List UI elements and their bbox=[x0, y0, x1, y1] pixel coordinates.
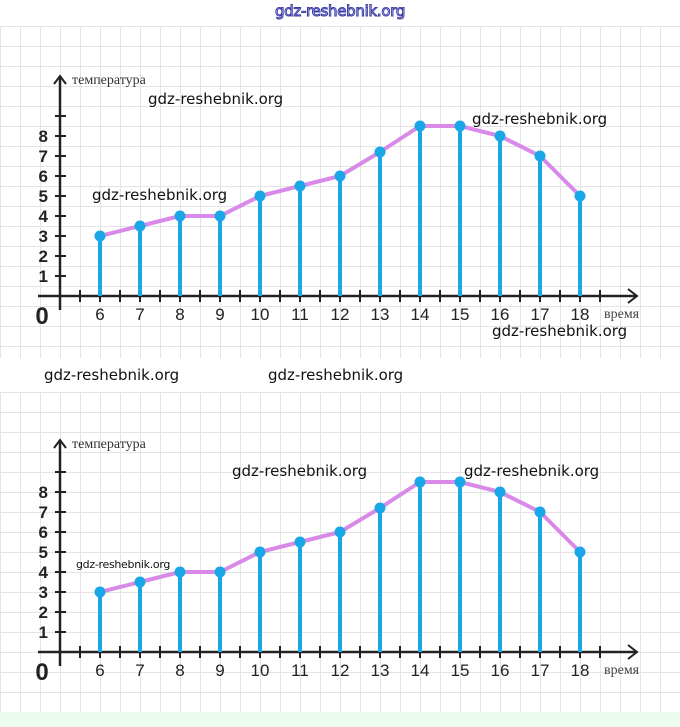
x-tick-label: 12 bbox=[331, 661, 350, 680]
data-point bbox=[374, 502, 386, 514]
data-point bbox=[334, 170, 346, 182]
x-tick-label: 18 bbox=[571, 661, 590, 680]
data-point bbox=[214, 566, 226, 578]
watermark: gdz-reshebnik.org bbox=[492, 322, 628, 340]
x-tick-label: 6 bbox=[95, 305, 104, 324]
data-point bbox=[94, 230, 106, 242]
y-tick-label: 7 bbox=[39, 147, 48, 166]
data-point bbox=[294, 180, 306, 192]
watermark: gdz-reshebnik.org bbox=[232, 462, 368, 480]
x-tick-label: 13 bbox=[371, 305, 390, 324]
y-tick-label: 4 bbox=[39, 563, 49, 582]
x-tick-label: 7 bbox=[135, 661, 144, 680]
y-tick-label: 8 bbox=[39, 127, 48, 146]
data-point bbox=[534, 506, 546, 518]
y-axis-arrow bbox=[53, 438, 67, 449]
x-tick-label: 17 bbox=[531, 661, 550, 680]
y-tick-label: 1 bbox=[39, 267, 48, 286]
data-point bbox=[174, 566, 186, 578]
chart-panel-1: 1 2 3 4 5 6 7 8 6 7 8 9 10 11 12 13 14 15 16 17 18 0 температу… bbox=[0, 26, 680, 358]
x-tick-label: 7 bbox=[135, 305, 144, 324]
data-point bbox=[454, 120, 466, 132]
watermark: gdz-reshebnik.org bbox=[464, 462, 600, 480]
y-tick-label: 6 bbox=[39, 167, 48, 186]
data-point bbox=[134, 576, 146, 588]
x-tick-label: 17 bbox=[531, 305, 550, 324]
x-axis-label: время bbox=[604, 307, 640, 322]
x-tick-label: 9 bbox=[215, 661, 224, 680]
y-tick-label: 3 bbox=[39, 227, 48, 246]
y-axis-label: температура bbox=[72, 73, 147, 88]
watermark: gdz-reshebnik.org bbox=[76, 558, 171, 571]
x-tick-label: 14 bbox=[411, 661, 430, 680]
data-point bbox=[94, 586, 106, 598]
x-tick-label: 11 bbox=[291, 661, 309, 680]
data-point bbox=[254, 546, 266, 558]
watermark: gdz-reshebnik.org bbox=[472, 110, 608, 128]
data-point bbox=[414, 120, 426, 132]
origin-label: 0 bbox=[35, 659, 48, 686]
x-tick-label: 6 bbox=[95, 661, 104, 680]
x-tick-label: 15 bbox=[451, 661, 470, 680]
origin-label: 0 bbox=[35, 303, 48, 330]
data-point bbox=[494, 130, 506, 142]
x-tick-label: 15 bbox=[451, 305, 470, 324]
y-tick-label: 5 bbox=[39, 187, 48, 206]
x-tick-label: 11 bbox=[291, 305, 309, 324]
x-tick-label: 8 bbox=[175, 305, 184, 324]
data-point bbox=[214, 210, 226, 222]
x-tick-label: 10 bbox=[251, 661, 270, 680]
y-axis-arrow bbox=[53, 74, 67, 85]
data-point bbox=[254, 190, 266, 202]
data-point bbox=[374, 146, 386, 158]
data-point bbox=[174, 210, 186, 222]
footer-strip bbox=[0, 712, 680, 727]
x-axis-arrow bbox=[627, 644, 639, 660]
y-tick-label: 2 bbox=[39, 603, 48, 622]
separator-band: gdz-reshebnik.org gdz-reshebnik.org bbox=[0, 358, 680, 392]
data-point bbox=[534, 150, 546, 162]
x-axis-label: время bbox=[604, 663, 640, 678]
data-point bbox=[494, 486, 506, 498]
x-tick-label: 14 bbox=[411, 305, 430, 324]
chart-panel-2: 1 2 3 4 5 6 7 8 6 7 8 9 10 11 12 13 14 15 16 17 18 0 температу… bbox=[0, 392, 680, 712]
watermark: gdz-reshebnik.org bbox=[92, 186, 228, 204]
site-title[interactable]: gdz-reshebnik.org bbox=[274, 2, 406, 21]
x-tick-label: 10 bbox=[251, 305, 270, 324]
y-tick-label: 4 bbox=[39, 207, 49, 226]
data-point bbox=[414, 476, 426, 488]
x-tick-label: 16 bbox=[491, 661, 510, 680]
x-tick-label: 18 bbox=[571, 305, 590, 324]
y-tick-label: 3 bbox=[39, 583, 48, 602]
x-tick-label: 16 bbox=[491, 305, 510, 324]
data-point bbox=[574, 190, 586, 202]
y-tick-label: 1 bbox=[39, 623, 48, 642]
y-tick-label: 5 bbox=[39, 543, 48, 562]
data-point bbox=[134, 220, 146, 232]
watermark: gdz-reshebnik.org bbox=[148, 90, 284, 108]
watermark: gdz-reshebnik.org bbox=[44, 366, 180, 384]
site-header: gdz-reshebnik.org bbox=[0, 0, 680, 26]
x-tick-label: 12 bbox=[331, 305, 350, 324]
data-point bbox=[294, 536, 306, 548]
y-tick-label: 2 bbox=[39, 247, 48, 266]
x-axis-arrow bbox=[627, 288, 639, 304]
data-point bbox=[574, 546, 586, 558]
x-tick-label: 8 bbox=[175, 661, 184, 680]
y-tick-label: 8 bbox=[39, 483, 48, 502]
x-tick-label: 13 bbox=[371, 661, 390, 680]
watermark: gdz-reshebnik.org bbox=[268, 366, 404, 384]
x-tick-label: 9 bbox=[215, 305, 224, 324]
y-tick-label: 6 bbox=[39, 523, 48, 542]
data-point bbox=[454, 476, 466, 488]
data-point bbox=[334, 526, 346, 538]
y-axis-label: температура bbox=[72, 437, 147, 452]
y-tick-label: 7 bbox=[39, 503, 48, 522]
